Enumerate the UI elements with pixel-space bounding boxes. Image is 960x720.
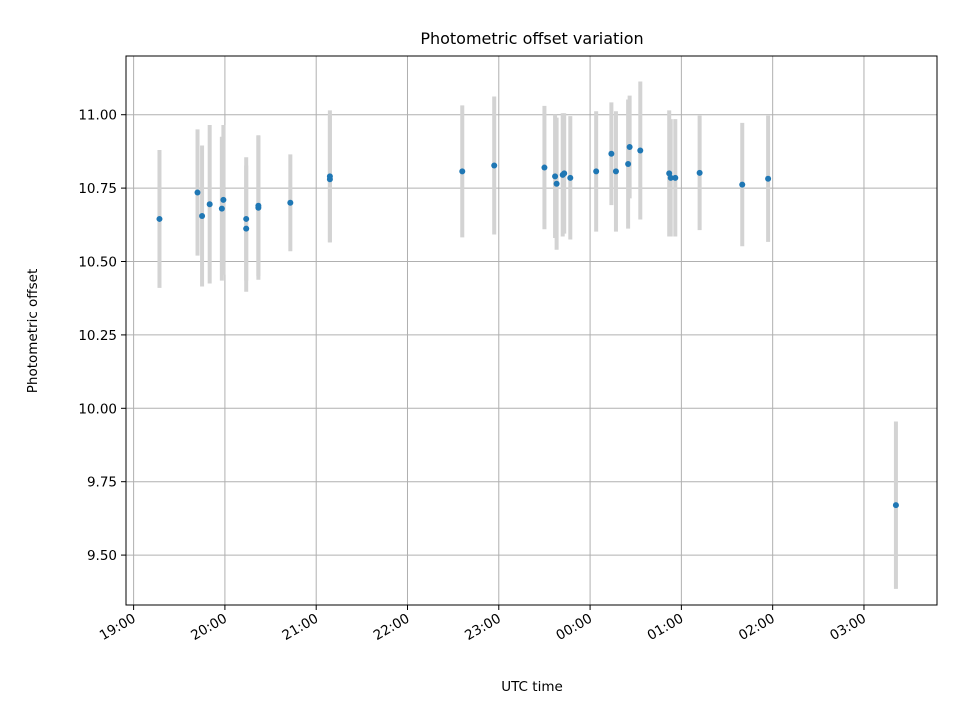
data-point xyxy=(491,162,498,169)
data-point xyxy=(552,173,559,180)
x-axis-label: UTC time xyxy=(501,679,563,695)
y-tick-label: 11.00 xyxy=(78,108,117,124)
data-point xyxy=(626,144,633,151)
data-point xyxy=(218,205,225,212)
y-tick-label: 9.75 xyxy=(87,475,117,491)
data-point xyxy=(459,168,466,175)
data-point xyxy=(206,201,213,208)
data-point xyxy=(696,169,703,176)
plot-frame xyxy=(125,55,938,606)
data-point xyxy=(667,174,674,181)
y-tick-label: 10.50 xyxy=(78,255,117,271)
data-point xyxy=(194,189,201,196)
data-point xyxy=(220,196,227,203)
data-points xyxy=(156,144,899,509)
data-point xyxy=(243,215,250,222)
y-tick-label: 10.00 xyxy=(78,401,117,417)
data-point xyxy=(608,150,615,157)
data-point xyxy=(243,225,250,232)
data-point xyxy=(739,181,746,188)
y-axis-ticks: 9.50 9.75 10.00 10.25 10.50 10.75 11.00 xyxy=(78,108,126,564)
data-point xyxy=(326,176,333,183)
data-point xyxy=(765,175,772,182)
data-point xyxy=(156,215,163,222)
data-point xyxy=(561,170,568,177)
y-axis-label: Photometric offset xyxy=(25,269,41,393)
y-tick-label: 10.75 xyxy=(78,181,117,197)
grid xyxy=(126,56,937,605)
y-tick-label: 9.50 xyxy=(87,548,117,564)
data-point xyxy=(199,213,206,220)
data-point xyxy=(672,174,679,181)
data-point xyxy=(593,168,600,175)
data-point xyxy=(541,164,548,171)
data-point xyxy=(287,199,294,206)
data-point xyxy=(625,161,632,168)
data-point xyxy=(255,202,262,209)
chart-title: Photometric offset variation xyxy=(420,29,643,48)
data-point xyxy=(637,147,644,154)
data-point xyxy=(612,168,619,175)
data-point xyxy=(892,502,899,509)
data-point xyxy=(553,180,560,187)
data-point xyxy=(567,174,574,181)
y-tick-label: 10.25 xyxy=(78,328,117,344)
